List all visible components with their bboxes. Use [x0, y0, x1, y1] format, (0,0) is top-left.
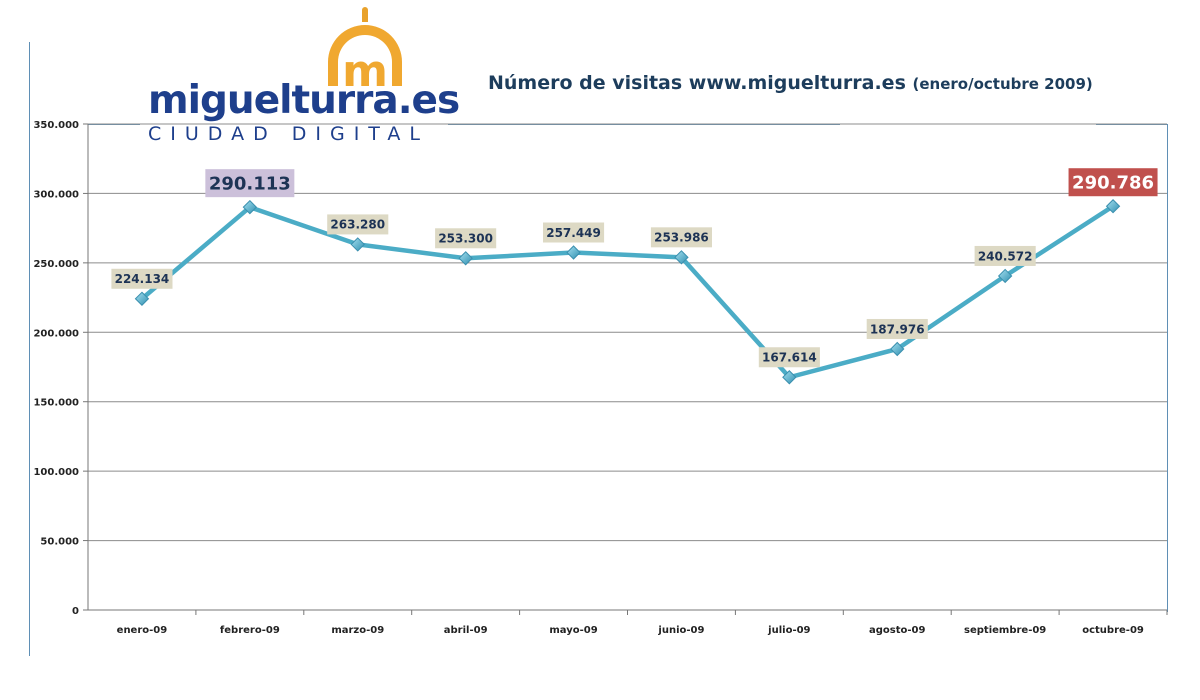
y-tick-label: 250.000 [33, 259, 79, 270]
data-labels: 224.134 290.113 263.280 253.300 257.449 253.9… [111, 168, 1158, 368]
data-point-marker [890, 341, 905, 357]
y-tick-label: 350.000 [33, 120, 79, 131]
data-label: 240.572 [978, 249, 1033, 263]
x-tick-label: abril-09 [444, 625, 488, 636]
data-label-box [111, 268, 173, 289]
x-axis-tick-labels: enero-09 febrero-09 marzo-09 abril-09 mayo-0… [117, 625, 1144, 636]
data-label-box [327, 214, 389, 235]
logo-wordmark: miguelturra.es [148, 78, 460, 123]
axes [83, 123, 1168, 615]
data-point-marker [458, 251, 473, 266]
x-tick-label: enero-09 [117, 625, 168, 636]
y-tick-label: 50.000 [40, 537, 79, 548]
data-label-box [1068, 168, 1158, 197]
x-tick-label: febrero-09 [220, 625, 280, 636]
x-tick-label: mayo-09 [549, 625, 597, 636]
series-line-group [139, 203, 1116, 380]
data-label-box [974, 245, 1036, 266]
chart-subtitle: (enero/octubre 2009) [912, 75, 1093, 93]
data-label-box [866, 318, 928, 339]
data-point-marker [134, 291, 150, 306]
x-tick-label: junio-09 [657, 625, 704, 636]
data-point-marker [1105, 199, 1121, 214]
x-tick-label: agosto-09 [869, 625, 925, 636]
data-label-box [758, 347, 820, 368]
data-label: 290.113 [209, 174, 291, 195]
y-tick-label: 150.000 [33, 398, 79, 409]
data-label: 253.986 [654, 231, 709, 245]
data-label: 167.614 [762, 351, 817, 365]
y-tick-label: 100.000 [33, 467, 79, 478]
y-tick-label: 200.000 [33, 328, 79, 339]
data-label-box [650, 227, 712, 248]
data-point-marker [997, 268, 1013, 284]
y-axis-tick-labels: 0 50.000 100.000 150.000 200.000 250.000 300.0… [33, 120, 79, 617]
x-tick-label: marzo-09 [331, 625, 384, 636]
data-label: 263.280 [330, 218, 385, 232]
data-label: 187.976 [870, 322, 925, 336]
data-point-marker [242, 199, 258, 215]
data-point-marker [782, 370, 797, 385]
data-point-marker [566, 245, 581, 260]
series-line [139, 203, 1116, 380]
data-label-box [543, 222, 605, 243]
site-logo: m miguelturra.es CIUDAD DIGITAL [148, 6, 460, 146]
data-label: 253.300 [438, 232, 493, 246]
frame-right-line [1167, 124, 1168, 612]
y-tick-label: 0 [72, 606, 79, 617]
chart-title: Número de visitas www.miguelturra.es (en… [488, 72, 1093, 94]
data-label-box [205, 169, 295, 198]
logo-emblem-letter: m [342, 46, 388, 96]
logo-emblem: m [328, 7, 402, 96]
data-label: 290.786 [1072, 173, 1154, 194]
frame-left-line [29, 42, 30, 656]
x-tick-label: julio-09 [767, 625, 810, 636]
logo-tagline: CIUDAD DIGITAL [148, 123, 430, 145]
data-label-box [435, 228, 497, 249]
data-label: 257.449 [546, 226, 601, 240]
markers [134, 199, 1121, 385]
y-tick-label: 300.000 [33, 189, 79, 200]
chart-title-main: Número de visitas www.miguelturra.es [488, 72, 906, 94]
x-tick-label: octubre-09 [1082, 625, 1144, 636]
data-point-marker [350, 237, 365, 252]
data-point-marker [674, 250, 689, 265]
data-label: 224.134 [115, 272, 170, 286]
x-tick-label: septiembre-09 [964, 625, 1046, 636]
